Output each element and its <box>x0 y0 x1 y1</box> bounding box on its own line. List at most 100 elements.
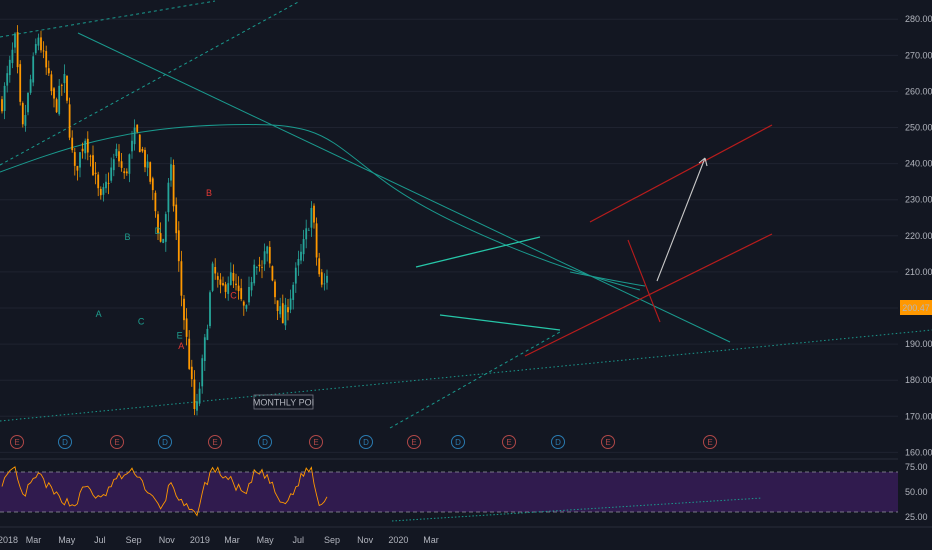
candle-body <box>159 233 162 242</box>
candle-body <box>167 182 170 213</box>
earnings-marker <box>208 435 222 449</box>
rsi-line <box>1 466 328 517</box>
candle-body <box>66 75 68 101</box>
candle-body <box>151 178 154 191</box>
candle-body <box>27 92 29 113</box>
candle-body <box>289 298 292 310</box>
x-tick-label: Jul <box>94 535 106 545</box>
candle-body <box>45 51 48 68</box>
candle-body <box>97 174 100 189</box>
x-tick-label: Mar <box>423 535 439 545</box>
candle-body <box>190 366 193 380</box>
candle-body <box>125 171 128 174</box>
last-price-tag: 200.47 <box>902 303 930 313</box>
earnings-marker-label: E <box>212 438 217 447</box>
dividend-marker <box>551 435 565 449</box>
candle-body <box>198 388 201 404</box>
candle-body <box>146 161 149 168</box>
candle-body <box>81 148 84 152</box>
candle-body <box>302 239 305 255</box>
candle-body <box>3 85 6 112</box>
candle-body <box>172 164 175 207</box>
price-tag: 200.47 <box>900 300 932 315</box>
monthly-poi-box <box>253 394 314 410</box>
candle-body <box>242 301 245 306</box>
candle-body <box>297 259 300 266</box>
candle-body <box>294 267 297 284</box>
candles <box>1 25 328 416</box>
candle-body <box>8 59 11 76</box>
candle-body <box>53 88 55 99</box>
candle-body <box>170 164 172 181</box>
candle-body <box>326 275 328 283</box>
candle-body <box>318 258 321 275</box>
candle-body <box>115 148 118 156</box>
candle-body <box>196 401 198 411</box>
candle-body <box>131 140 133 152</box>
dividend-marker-label: D <box>262 438 268 447</box>
candle-body <box>120 161 123 168</box>
candle-body <box>222 283 224 286</box>
candle-body <box>123 171 126 174</box>
candle-body <box>136 124 139 132</box>
candle-body <box>55 99 58 113</box>
wave-label: C <box>138 317 145 327</box>
candle-body <box>232 272 235 281</box>
rsi-trend-line <box>391 497 763 522</box>
y-tick-label: 180.00 <box>905 375 932 385</box>
x-tick-label: May <box>257 535 275 545</box>
candle-body <box>310 207 313 228</box>
wave-label: B <box>124 232 130 242</box>
wave-label: D <box>155 226 162 236</box>
y-tick-label: 210.00 <box>905 267 932 277</box>
dividend-marker <box>359 435 373 449</box>
candle-body <box>250 282 253 291</box>
candle-body <box>292 284 295 300</box>
candle-body <box>209 292 211 327</box>
candle-body <box>268 246 271 264</box>
long-term-support-line <box>0 329 932 422</box>
earnings-marker-label: E <box>506 438 511 447</box>
dividend-marker-label: D <box>455 438 461 447</box>
candle-body <box>99 188 102 196</box>
y-tick-label: 260.00 <box>905 86 932 96</box>
candle-body <box>14 33 16 48</box>
candle-body <box>261 266 263 268</box>
x-tick-label: Nov <box>159 535 176 545</box>
candle-body <box>11 49 14 64</box>
rsi-panel <box>0 458 932 528</box>
candle-body <box>107 183 110 184</box>
candle-body <box>73 152 76 166</box>
candle-body <box>263 251 266 265</box>
grid-lines <box>0 18 898 453</box>
channel-upper-line <box>589 124 773 223</box>
x-tick-label: Mar <box>26 535 42 545</box>
candle-body <box>203 337 206 361</box>
wave-label: E <box>177 330 183 340</box>
x-axis[interactable]: 2018 Mar May Jul Sep Nov 2019 Mar May Jul Sep Nov 20… <box>0 535 439 545</box>
moving-average-line-2 <box>569 271 646 287</box>
earnings-marker-label: E <box>411 438 416 447</box>
candle-body <box>86 138 89 153</box>
candle-body <box>235 283 237 286</box>
x-tick-label: May <box>58 535 76 545</box>
candle-body <box>258 264 261 267</box>
dividend-marker <box>158 435 172 449</box>
y-tick-label: 220.00 <box>905 231 932 241</box>
candle-body <box>58 85 61 115</box>
candle-body <box>175 204 178 234</box>
y-tick-label: 160.00 <box>905 447 932 457</box>
candle-body <box>42 50 45 52</box>
candle-body <box>245 305 248 309</box>
candle-body <box>34 44 37 54</box>
descending-resistance-line <box>77 32 731 343</box>
earnings-marker <box>502 435 516 449</box>
candle-body <box>112 159 115 171</box>
dividend-marker <box>258 435 272 449</box>
earnings-marker <box>601 435 615 449</box>
candle-body <box>60 85 63 87</box>
wave-label: A <box>178 341 184 351</box>
